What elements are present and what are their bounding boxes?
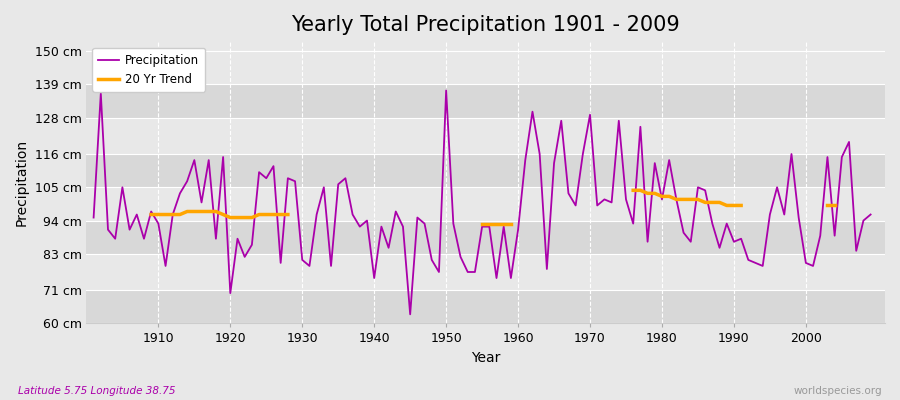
Bar — [86, 254, 885, 290]
X-axis label: Year: Year — [471, 351, 500, 365]
Bar — [86, 51, 885, 84]
Line: Precipitation: Precipitation — [94, 90, 870, 314]
20 Yr Trend — [146, 212, 157, 217]
20 Yr Trend — [153, 212, 164, 217]
Precipitation — [347, 212, 358, 217]
20 Yr Trend — [261, 212, 272, 217]
Precipitation — [441, 88, 452, 93]
Precipitation — [88, 215, 99, 220]
Text: worldspecies.org: worldspecies.org — [794, 386, 882, 396]
20 Yr Trend — [283, 212, 293, 217]
20 Yr Trend — [218, 212, 229, 217]
20 Yr Trend — [225, 215, 236, 220]
Legend: Precipitation, 20 Yr Trend: Precipitation, 20 Yr Trend — [93, 48, 205, 92]
20 Yr Trend — [175, 212, 185, 217]
Precipitation — [520, 158, 531, 162]
Bar — [86, 187, 885, 220]
Text: Latitude 5.75 Longitude 38.75: Latitude 5.75 Longitude 38.75 — [18, 386, 176, 396]
20 Yr Trend — [182, 209, 193, 214]
Bar — [86, 118, 885, 154]
20 Yr Trend — [232, 215, 243, 220]
Precipitation — [865, 212, 876, 217]
20 Yr Trend — [268, 212, 279, 217]
20 Yr Trend — [211, 209, 221, 214]
Y-axis label: Precipitation: Precipitation — [15, 139, 29, 226]
20 Yr Trend — [167, 212, 178, 217]
Precipitation — [614, 118, 625, 123]
20 Yr Trend — [196, 209, 207, 214]
20 Yr Trend — [160, 212, 171, 217]
20 Yr Trend — [247, 215, 257, 220]
20 Yr Trend — [189, 209, 200, 214]
Bar — [86, 84, 885, 118]
20 Yr Trend — [275, 212, 286, 217]
Bar — [86, 154, 885, 187]
Precipitation — [304, 264, 315, 268]
Line: 20 Yr Trend: 20 Yr Trend — [151, 212, 288, 218]
20 Yr Trend — [239, 215, 250, 220]
Bar — [86, 290, 885, 324]
Precipitation — [405, 312, 416, 317]
20 Yr Trend — [254, 212, 265, 217]
Precipitation — [527, 109, 538, 114]
20 Yr Trend — [203, 209, 214, 214]
Bar — [86, 220, 885, 254]
Precipitation — [146, 209, 157, 214]
Title: Yearly Total Precipitation 1901 - 2009: Yearly Total Precipitation 1901 - 2009 — [292, 15, 680, 35]
